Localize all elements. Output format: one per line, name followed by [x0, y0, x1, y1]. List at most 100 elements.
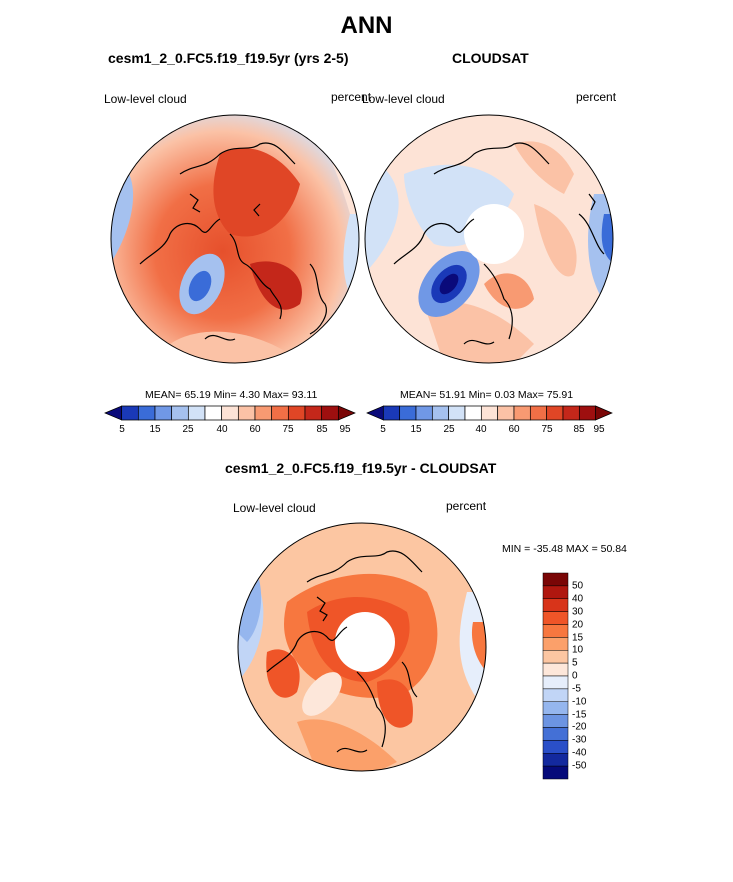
colorbar-swatch — [271, 405, 289, 421]
cb3-tick-m30: -30 — [572, 734, 587, 746]
colorbar-swatch — [254, 405, 273, 421]
colorbar-swatch — [204, 405, 223, 421]
panel3-colorbar-ticks: 50 40 30 20 15 10 5 0 -5 -10 -15 -20 -30… — [572, 573, 612, 779]
colorbar-swatch — [542, 650, 569, 664]
panel2-stats: MEAN= 51.91 Min= 0.03 Max= 75.91 — [400, 389, 574, 401]
colorbar-swatch — [542, 585, 569, 599]
panel1-field-label: Low-level cloud — [104, 92, 187, 106]
colorbar-swatch — [187, 405, 206, 421]
cb3-tick-15: 15 — [572, 632, 584, 644]
colorbar-swatch — [497, 405, 515, 421]
colorbar-swatch — [480, 405, 499, 421]
panel3-field-label: Low-level cloud — [233, 501, 316, 515]
colorbar-swatch — [321, 405, 339, 421]
colorbar-swatch — [542, 572, 569, 587]
cb1-tick-85: 85 — [316, 424, 328, 435]
cb3-tick-5: 5 — [572, 657, 578, 669]
colorbar-swatch — [542, 675, 569, 690]
colorbar-swatch — [578, 405, 597, 421]
cb1-tick-5: 5 — [119, 424, 125, 435]
cb1-tick-40: 40 — [216, 424, 228, 435]
panel2-polar-map — [364, 114, 614, 364]
cb3-tick-m40: -40 — [572, 747, 587, 759]
cb3-tick-10: 10 — [572, 644, 584, 656]
cb3-tick-50: 50 — [572, 580, 584, 592]
colorbar-swatch — [431, 405, 450, 421]
cb3-tick-20: 20 — [572, 619, 584, 631]
panel2-subtitle: CLOUDSAT — [452, 50, 529, 66]
cb2-tick-95: 95 — [593, 424, 605, 435]
panel1-colorbar-ticks: 5 15 25 40 60 75 85 95 — [105, 424, 355, 438]
panel3-units-label: percent — [446, 499, 487, 513]
panel3-stats: MIN = -35.48 MAX = 50.84 — [502, 543, 627, 555]
colorbar-swatch — [542, 727, 569, 741]
colorbar-swatch — [337, 405, 356, 421]
colorbar-swatch — [448, 405, 466, 421]
cb3-tick-m50: -50 — [572, 760, 587, 772]
colorbar-swatch — [304, 405, 323, 421]
panel2-colorbar-svg — [366, 405, 613, 421]
cb3-tick-30: 30 — [572, 606, 584, 618]
colorbar-swatch — [595, 405, 613, 421]
cb2-tick-85: 85 — [573, 424, 585, 435]
cb2-tick-75: 75 — [541, 424, 553, 435]
colorbar-swatch — [542, 701, 569, 715]
cb3-tick-0: 0 — [572, 670, 578, 682]
colorbar-swatch — [546, 405, 564, 421]
cb1-tick-60: 60 — [249, 424, 261, 435]
panel1-stats: MEAN= 65.19 Min= 4.30 Max= 93.11 — [145, 389, 318, 401]
colorbar-swatch — [171, 405, 189, 421]
panel2-map-svg — [364, 114, 614, 364]
cb2-tick-15: 15 — [410, 424, 422, 435]
cb2-tick-60: 60 — [508, 424, 520, 435]
colorbar-swatch — [121, 405, 139, 421]
colorbar-swatch — [542, 765, 569, 780]
colorbar-swatch — [542, 753, 569, 767]
colorbar-swatch — [137, 405, 156, 421]
panel2-field-label: Low-level cloud — [362, 92, 445, 106]
colorbar-swatch — [237, 405, 256, 421]
panel1-colorbar — [104, 405, 356, 421]
panel3-colorbar-svg — [542, 572, 569, 780]
page-title: ANN — [340, 12, 393, 39]
panel2-colorbar — [366, 405, 613, 421]
panel3-map-svg — [237, 522, 487, 772]
cb2-tick-5: 5 — [380, 424, 386, 435]
colorbar-swatch — [104, 405, 123, 421]
cb3-tick-m10: -10 — [572, 696, 587, 708]
cb1-tick-75: 75 — [282, 424, 294, 435]
colorbar-swatch — [382, 405, 401, 421]
panel1-units-label: percent — [331, 90, 372, 104]
colorbar-swatch — [542, 740, 569, 754]
colorbar-swatch — [529, 405, 548, 421]
colorbar-swatch — [154, 405, 173, 421]
panel1-subtitle: cesm1_2_0.FC5.f19_f19.5yr (yrs 2-5) — [108, 50, 349, 66]
cb2-tick-40: 40 — [475, 424, 487, 435]
colorbar-swatch — [287, 405, 306, 421]
colorbar-swatch — [464, 405, 482, 421]
cb2-tick-25: 25 — [443, 424, 455, 435]
colorbar-swatch — [366, 405, 384, 421]
colorbar-swatch — [221, 405, 239, 421]
colorbar-swatch — [562, 405, 580, 421]
colorbar-swatch — [542, 624, 569, 638]
colorbar-swatch — [542, 611, 569, 625]
panel3-polar-map — [237, 522, 487, 772]
panel1-colorbar-svg — [104, 405, 356, 421]
colorbar-swatch — [542, 598, 569, 612]
colorbar-swatch — [542, 662, 569, 677]
cb1-tick-15: 15 — [149, 424, 161, 435]
cb3-tick-m15: -15 — [572, 709, 587, 721]
panel2-units-label: percent — [576, 90, 617, 104]
colorbar-swatch — [415, 405, 433, 421]
cb3-tick-m5: -5 — [572, 683, 581, 695]
panel1-map-svg — [110, 114, 360, 364]
cb3-tick-m20: -20 — [572, 721, 587, 733]
panel2-colorbar-ticks: 5 15 25 40 60 75 85 95 — [367, 424, 612, 438]
colorbar-swatch — [399, 405, 417, 421]
panel3-colorbar — [542, 572, 569, 780]
colorbar-swatch — [542, 637, 569, 651]
panel1-polar-map — [110, 114, 360, 364]
cb1-tick-25: 25 — [182, 424, 194, 435]
colorbar-swatch — [542, 714, 569, 728]
